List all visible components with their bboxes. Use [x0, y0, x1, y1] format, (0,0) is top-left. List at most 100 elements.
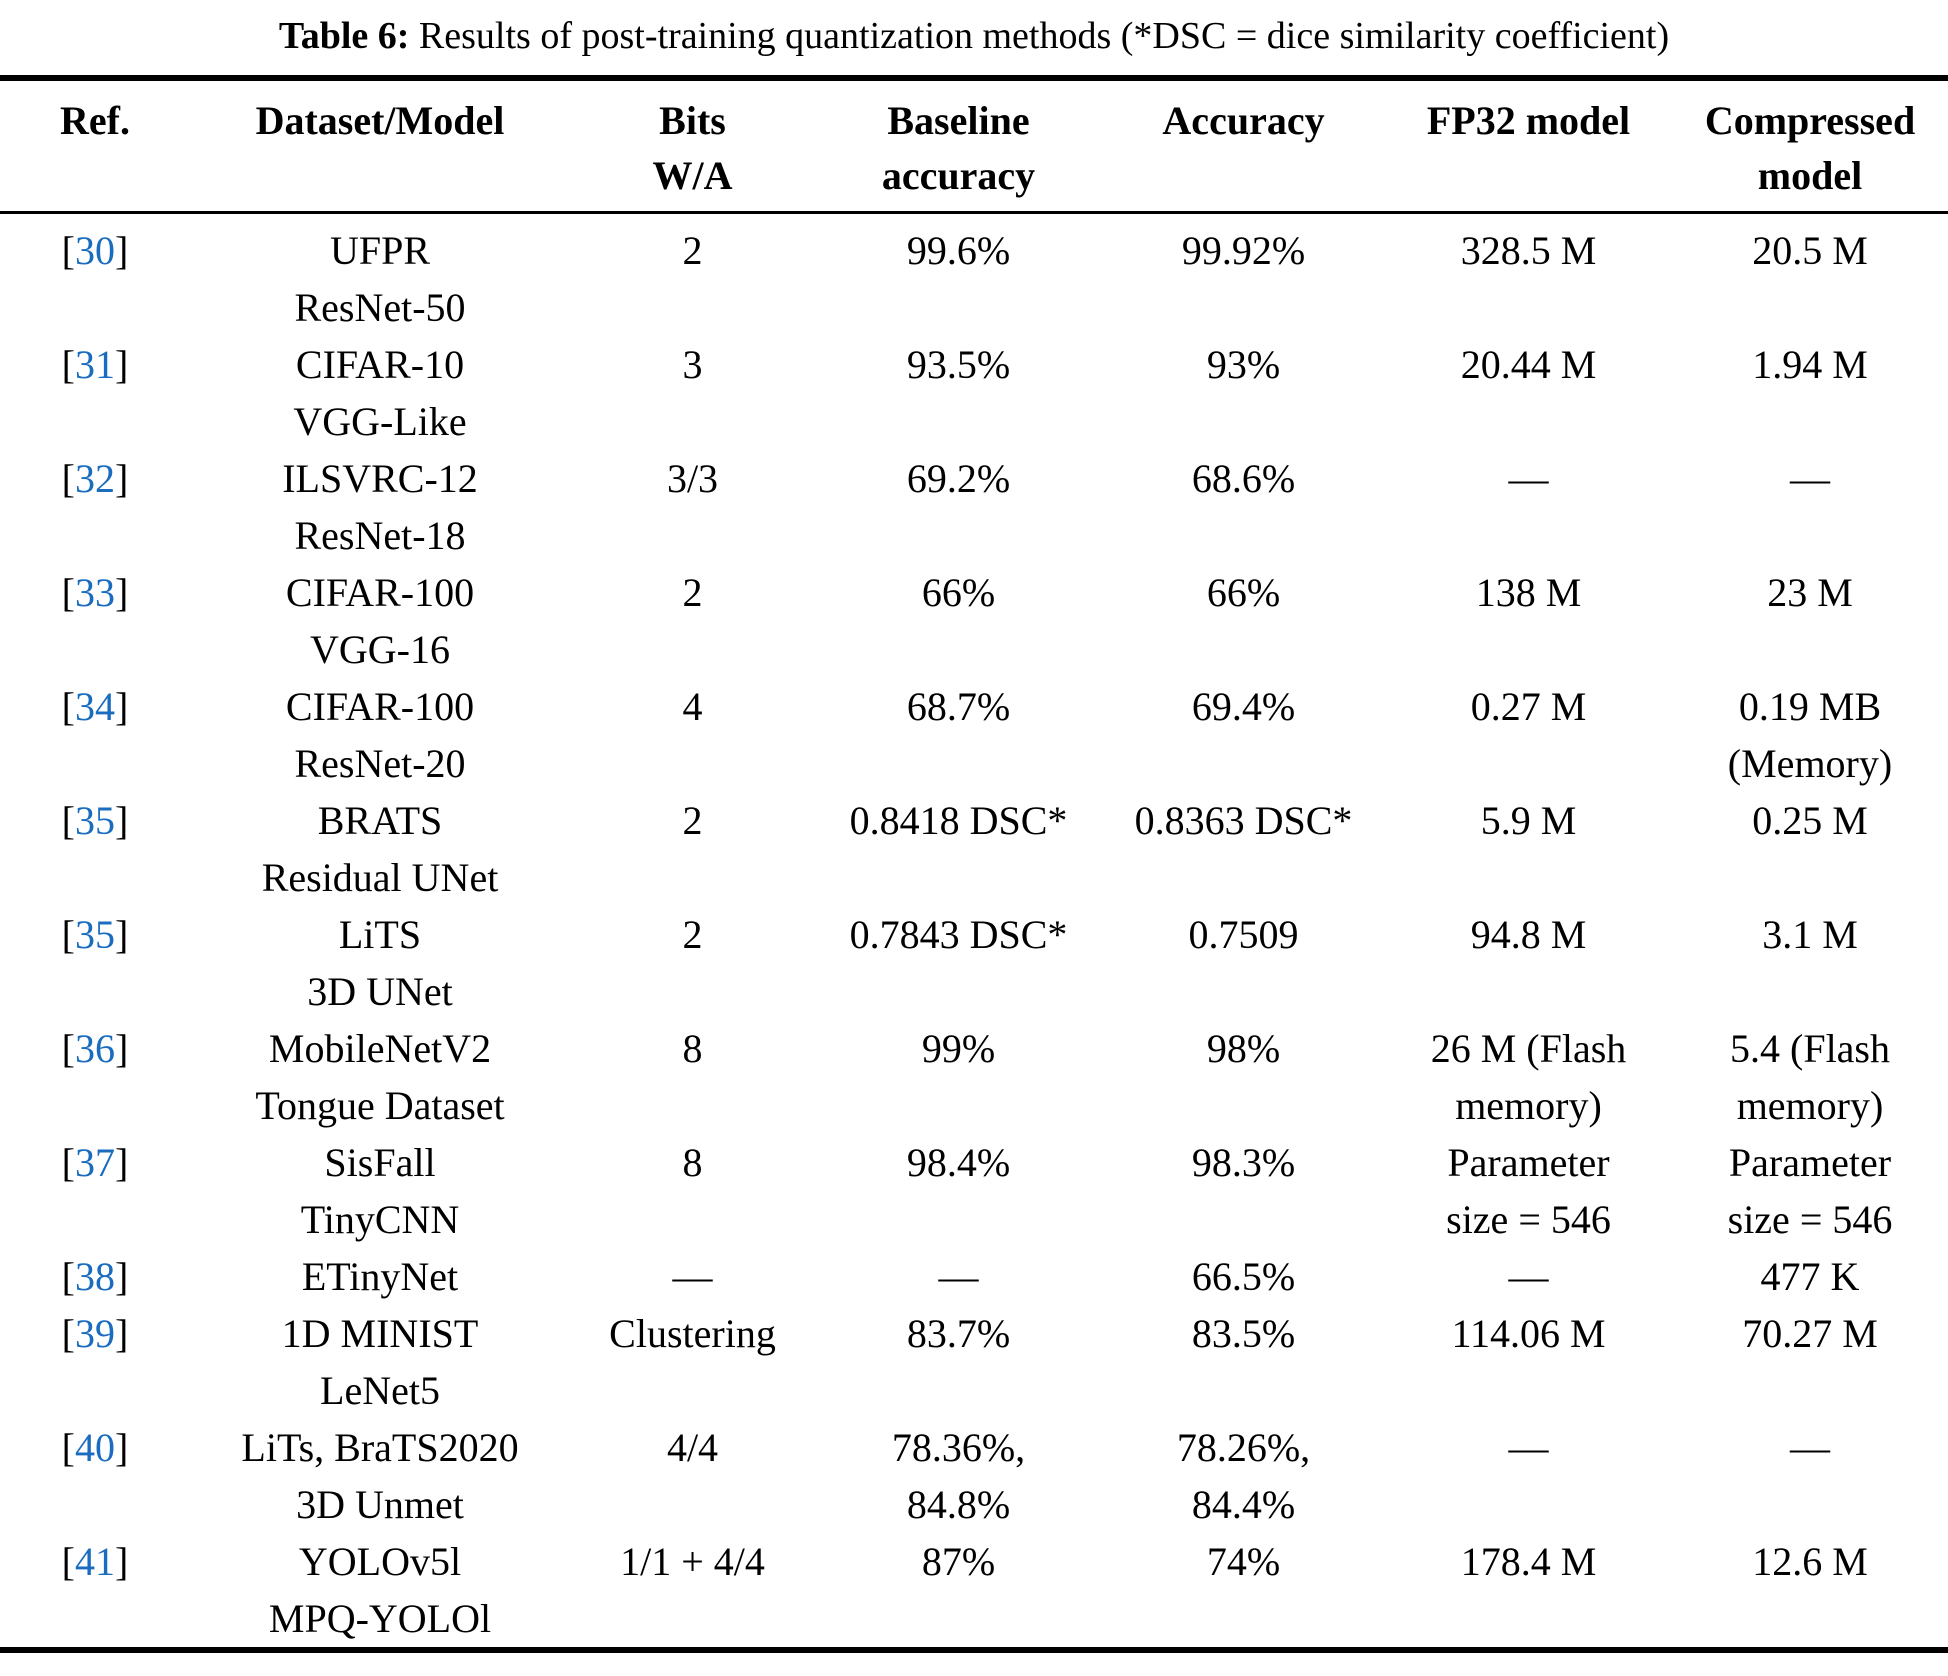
- cell-line: 477 K: [1760, 1254, 1860, 1299]
- cell-line: 0.7843 DSC*: [849, 912, 1068, 957]
- header-baseline-label-2: accuracy: [881, 153, 1036, 198]
- cell-line: LeNet5: [320, 1368, 440, 1413]
- citation-link[interactable]: [40]: [0, 1419, 190, 1476]
- citation-bracket-close: ]: [115, 798, 129, 843]
- cell-line: 2: [682, 228, 703, 273]
- cell-line: —: [1508, 456, 1549, 501]
- accuracy-cell: 0.8363 DSC*: [1102, 792, 1385, 906]
- accuracy-cell: 69.4%: [1102, 678, 1385, 792]
- citation-link[interactable]: [38]: [0, 1248, 190, 1305]
- citation-bracket-close: ]: [115, 1026, 129, 1071]
- compressed-model-cell: —: [1672, 1419, 1948, 1533]
- baseline-accuracy-cell: 93.5%: [815, 336, 1102, 450]
- accuracy-cell: 99.92%: [1102, 222, 1385, 336]
- cell-line: 0.8418 DSC*: [849, 798, 1068, 843]
- cell-line: 93.5%: [906, 342, 1011, 387]
- citation-link[interactable]: [36]: [0, 1020, 190, 1077]
- table-row: [32] ILSVRC-12 ResNet-18 3/3 69.2% 68.6% — —: [0, 450, 1948, 564]
- cell-line: memory): [1455, 1083, 1602, 1128]
- citation-link[interactable]: [30]: [0, 222, 190, 279]
- cell-line: 8: [682, 1026, 703, 1071]
- bits-cell: 3: [570, 336, 815, 450]
- citation-bracket-open: [: [61, 456, 75, 501]
- accuracy-cell: 78.26%, 84.4%: [1102, 1419, 1385, 1533]
- citation-bracket-close: ]: [115, 1140, 129, 1185]
- cell-line: —: [1790, 456, 1830, 501]
- cell-line: 93%: [1206, 342, 1281, 387]
- header-baseline-accuracy: Baseline accuracy: [815, 93, 1102, 203]
- citation-number: 35: [75, 798, 115, 843]
- dataset-model-cell: 1D MINIST LeNet5: [190, 1305, 570, 1419]
- cell-line: 1/1 + 4/4: [620, 1539, 765, 1584]
- cell-line: Tongue Dataset: [255, 1083, 505, 1128]
- accuracy-cell: 93%: [1102, 336, 1385, 450]
- citation-link[interactable]: [34]: [0, 678, 190, 735]
- cell-line: BRATS: [317, 798, 443, 843]
- ref-cell: [36]: [0, 1020, 190, 1134]
- bits-cell: 3/3: [570, 450, 815, 564]
- cell-line: 68.6%: [1191, 456, 1296, 501]
- citation-link[interactable]: [35]: [0, 792, 190, 849]
- table-row: [37] SisFall TinyCNN 8 98.4% 98.3% Parameter si…: [0, 1134, 1948, 1248]
- header-ref-label: Ref.: [60, 98, 130, 143]
- cell-line: UFPR: [329, 228, 431, 273]
- citation-bracket-open: [: [61, 1311, 75, 1356]
- table-row: [41] YOLOv5l MPQ-YOLOl 1/1 + 4/4 87% 74% 178.4…: [0, 1533, 1948, 1647]
- bits-cell: 4/4: [570, 1419, 815, 1533]
- cell-line: ILSVRC-12: [282, 456, 478, 501]
- citation-link[interactable]: [39]: [0, 1305, 190, 1362]
- table-caption: Table 6: Results of post-training quanti…: [0, 0, 1948, 60]
- cell-line: 99.6%: [906, 228, 1011, 273]
- cell-line: 20.5 M: [1752, 228, 1868, 273]
- compressed-model-cell: 5.4 (Flash memory): [1672, 1020, 1948, 1134]
- cell-line: 0.8363 DSC*: [1134, 798, 1353, 843]
- dataset-model-cell: CIFAR-10 VGG-Like: [190, 336, 570, 450]
- cell-line: 83.5%: [1191, 1311, 1296, 1356]
- baseline-accuracy-cell: 0.8418 DSC*: [815, 792, 1102, 906]
- citation-link[interactable]: [32]: [0, 450, 190, 507]
- cell-line: memory): [1736, 1083, 1884, 1128]
- header-bits: Bits W/A: [570, 93, 815, 203]
- citation-link[interactable]: [31]: [0, 336, 190, 393]
- cell-line: —: [1790, 1425, 1830, 1470]
- quantization-results-table: Ref. Dataset/Model Bits W/A Baseline acc…: [0, 75, 1948, 1653]
- cell-line: size = 546: [1446, 1197, 1611, 1242]
- table-caption-text: Results of post-training quantization me…: [409, 15, 1670, 57]
- citation-number: 38: [75, 1254, 115, 1299]
- table-row: [34] CIFAR-100 ResNet-20 4 68.7% 69.4% 0.27 M 0…: [0, 678, 1948, 792]
- cell-line: 78.26%,: [1176, 1425, 1311, 1470]
- cell-line: 70.27 M: [1742, 1311, 1878, 1356]
- dataset-model-cell: MobileNetV2 Tongue Dataset: [190, 1020, 570, 1134]
- fp32-model-cell: —: [1385, 450, 1672, 564]
- cell-line: LiTS: [338, 912, 422, 957]
- baseline-accuracy-cell: 99%: [815, 1020, 1102, 1134]
- cell-line: 2: [682, 912, 703, 957]
- ref-cell: [39]: [0, 1305, 190, 1419]
- citation-link[interactable]: [33]: [0, 564, 190, 621]
- citation-link[interactable]: [41]: [0, 1533, 190, 1590]
- citation-number: 40: [75, 1425, 115, 1470]
- cell-line: SisFall: [324, 1140, 436, 1185]
- baseline-accuracy-cell: 69.2%: [815, 450, 1102, 564]
- cell-line: 0.7509: [1188, 912, 1299, 957]
- citation-bracket-open: [: [61, 1140, 75, 1185]
- fp32-model-cell: 138 M: [1385, 564, 1672, 678]
- cell-line: 3D Unmet: [296, 1482, 464, 1527]
- ref-cell: [30]: [0, 222, 190, 336]
- cell-line: 69.4%: [1191, 684, 1296, 729]
- compressed-model-cell: 12.6 M: [1672, 1533, 1948, 1647]
- table-caption-label: Table 6:: [278, 15, 410, 57]
- cell-line: 3/3: [666, 456, 719, 501]
- citation-link[interactable]: [37]: [0, 1134, 190, 1191]
- cell-line: CIFAR-100: [285, 684, 475, 729]
- compressed-model-cell: 0.19 MB (Memory): [1672, 678, 1948, 792]
- cell-line: 66%: [1206, 570, 1281, 615]
- citation-number: 30: [75, 228, 115, 273]
- citation-number: 39: [75, 1311, 115, 1356]
- cell-line: 84.4%: [1191, 1482, 1296, 1527]
- cell-line: ResNet-20: [294, 741, 466, 786]
- citation-link[interactable]: [35]: [0, 906, 190, 963]
- cell-line: 87%: [921, 1539, 996, 1584]
- cell-line: 0.19 MB: [1738, 684, 1882, 729]
